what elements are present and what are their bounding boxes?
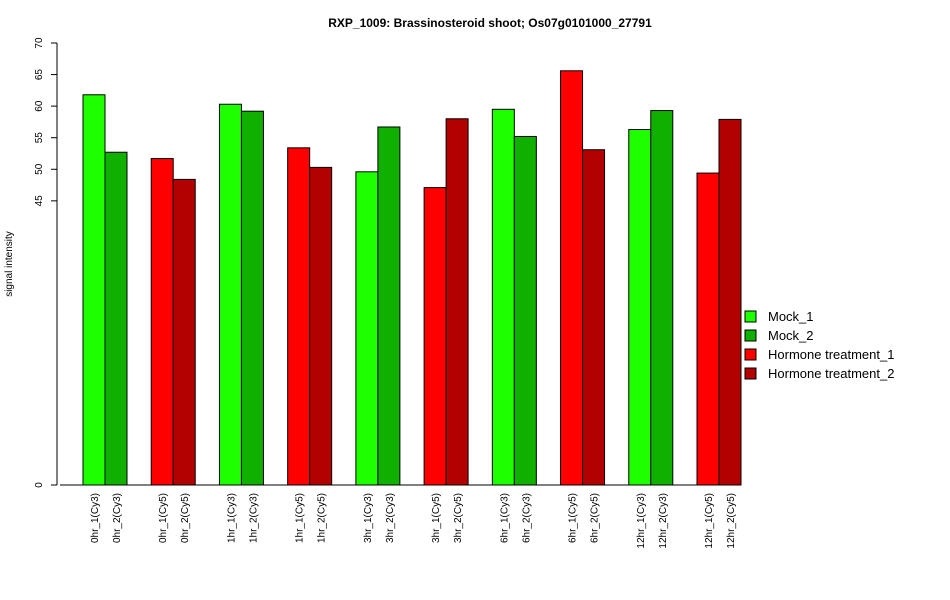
x-tick-label: 6hr_1(Cy3) bbox=[499, 493, 510, 543]
x-tick-label: 1hr_1(Cy5) bbox=[295, 493, 306, 543]
bar bbox=[82, 94, 106, 486]
y-tick-label: 50 bbox=[34, 163, 45, 175]
bar bbox=[377, 126, 401, 486]
y-tick-label: 70 bbox=[34, 37, 45, 49]
bars bbox=[82, 70, 742, 486]
x-tick-label: 3hr_1(Cy3) bbox=[363, 493, 374, 543]
chart-title: RXP_1009: Brassinosteroid shoot; Os07g01… bbox=[328, 16, 652, 30]
bar bbox=[650, 110, 674, 486]
x-tick-label: 0hr_1(Cy3) bbox=[90, 493, 101, 543]
bar bbox=[240, 110, 264, 486]
y-tick-label: 65 bbox=[34, 69, 45, 81]
bar bbox=[582, 149, 606, 486]
legend-label: Mock_2 bbox=[768, 328, 814, 343]
legend-label: Mock_1 bbox=[768, 309, 814, 324]
bar bbox=[445, 118, 469, 486]
x-tick-label: 3hr_1(Cy5) bbox=[431, 493, 442, 543]
y-axis-label: signal intensity bbox=[4, 231, 15, 297]
legend-swatch bbox=[744, 310, 757, 323]
bar bbox=[355, 171, 379, 486]
bar bbox=[560, 70, 584, 486]
bar bbox=[150, 158, 174, 486]
x-tick-label: 12hr_1(Cy5) bbox=[704, 493, 715, 549]
legend-swatch bbox=[744, 329, 757, 342]
x-tick-label: 3hr_2(Cy3) bbox=[385, 493, 396, 543]
legend-swatch bbox=[744, 348, 757, 361]
y-tick-label: 60 bbox=[34, 100, 45, 112]
x-tick-label: 12hr_2(Cy3) bbox=[658, 493, 669, 549]
bar bbox=[218, 103, 242, 486]
x-tick-label: 12hr_1(Cy3) bbox=[636, 493, 647, 549]
y-tick-label: 45 bbox=[34, 195, 45, 207]
x-tick-label: 6hr_1(Cy5) bbox=[568, 493, 579, 543]
legend-swatch bbox=[744, 367, 757, 380]
x-tick-label: 0hr_1(Cy5) bbox=[158, 493, 169, 543]
legend: Mock_1 Mock_2 Hormone treatment_1 Hormone t… bbox=[744, 309, 894, 381]
bar bbox=[104, 151, 128, 486]
x-tick-label: 1hr_1(Cy3) bbox=[226, 493, 237, 543]
bar bbox=[287, 147, 311, 486]
bar bbox=[309, 166, 333, 486]
x-tick-label: 0hr_2(Cy5) bbox=[180, 493, 191, 543]
category-labels: 0hr_1(Cy3) 0hr_2(Cy3) 0hr_1(Cy5) 0hr_2(Cy5)… bbox=[90, 493, 737, 549]
x-tick-label: 0hr_2(Cy3) bbox=[112, 493, 123, 543]
x-tick-label: 6hr_2(Cy3) bbox=[521, 493, 532, 543]
bar bbox=[423, 187, 447, 486]
bar bbox=[718, 118, 742, 486]
legend-label: Hormone treatment_1 bbox=[768, 347, 894, 362]
legend-label: Hormone treatment_2 bbox=[768, 366, 894, 381]
bar bbox=[513, 135, 537, 486]
bar bbox=[696, 172, 720, 486]
x-tick-label: 6hr_2(Cy5) bbox=[590, 493, 601, 543]
x-tick-label: 1hr_2(Cy5) bbox=[317, 493, 328, 543]
x-tick-label: 3hr_2(Cy5) bbox=[453, 493, 464, 543]
x-tick-label: 1hr_2(Cy3) bbox=[248, 493, 259, 543]
bar bbox=[491, 108, 515, 486]
bar bbox=[172, 178, 196, 486]
x-tick-label: 12hr_2(Cy5) bbox=[726, 493, 737, 549]
bar bbox=[628, 129, 652, 486]
y-axis: 0 45 50 55 60 65 70 bbox=[34, 37, 58, 488]
y-tick-label: 0 bbox=[34, 482, 45, 488]
y-tick-label: 55 bbox=[34, 132, 45, 144]
